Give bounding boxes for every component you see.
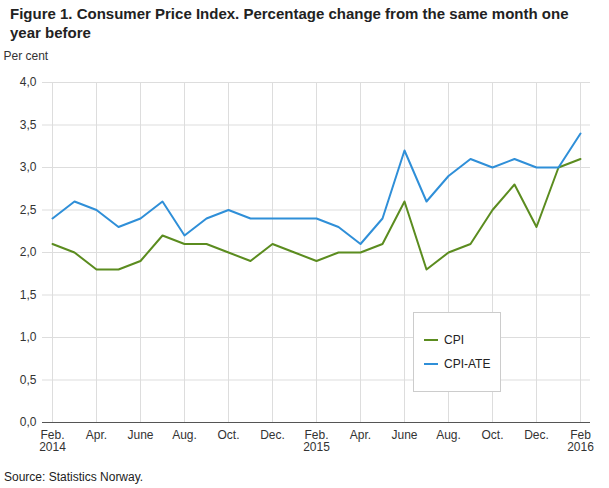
svg-text:Per cent: Per cent: [4, 49, 49, 63]
svg-text:Oct.: Oct.: [217, 428, 239, 442]
svg-text:1,0: 1,0: [20, 330, 37, 344]
svg-text:0,5: 0,5: [20, 373, 37, 387]
html-text:CPI-ATE: CPI-ATE: [444, 357, 491, 371]
svg-text:Dec.: Dec.: [260, 428, 285, 442]
svg-text:Feb.2014: Feb.2014: [39, 428, 66, 454]
svg-text:0,0: 0,0: [20, 415, 37, 429]
svg-text:June: June: [391, 428, 417, 442]
svg-text:Aug.: Aug.: [436, 428, 461, 442]
svg-text:Apr.: Apr.: [350, 428, 371, 442]
svg-text:3,0: 3,0: [20, 160, 37, 174]
html-text:Source: Statistics Norway.: Source: Statistics Norway.: [4, 470, 144, 484]
svg-text:Oct.: Oct.: [481, 428, 503, 442]
svg-text:Feb2016: Feb2016: [567, 428, 594, 454]
svg-text:Dec.: Dec.: [524, 428, 549, 442]
svg-text:Apr.: Apr.: [86, 428, 107, 442]
svg-text:Aug.: Aug.: [172, 428, 197, 442]
svg-text:3,5: 3,5: [20, 118, 37, 132]
svg-text:1,5: 1,5: [20, 288, 37, 302]
svg-text:4,0: 4,0: [20, 75, 37, 89]
svg-text:Feb.2015: Feb.2015: [303, 428, 330, 454]
svg-text:June: June: [127, 428, 153, 442]
svg-text:2,0: 2,0: [20, 245, 37, 259]
svg-text:2,5: 2,5: [20, 203, 37, 217]
html-text:CPI: CPI: [444, 333, 464, 347]
html-text:Figure 1. Consumer Price Index: Figure 1. Consumer Price Index. Percenta…: [10, 5, 569, 41]
